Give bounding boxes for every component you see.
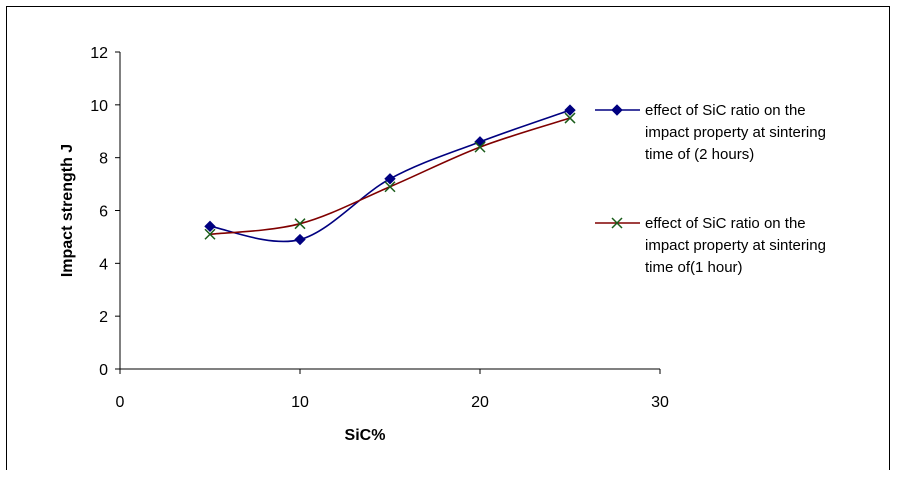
legend-item-1: effect of SiC ratio on the impact propert… (595, 102, 826, 163)
series-2-point (564, 112, 576, 124)
x-tick-label: 0 (116, 394, 125, 411)
series-2-point (474, 141, 486, 153)
legend-label-line: impact property at sintering (645, 124, 826, 141)
legend: effect of SiC ratio on the impact propert… (595, 102, 826, 276)
y-tick-label: 4 (99, 256, 108, 273)
series-2-point (384, 181, 396, 193)
x-tick-label: 20 (471, 394, 489, 411)
legend-label-line: time of (2 hours) (645, 146, 754, 163)
series-2-point (204, 228, 216, 240)
y-tick-label: 12 (90, 45, 108, 62)
legend-label-line: effect of SiC ratio on the (645, 215, 806, 232)
x-tick-label: 30 (651, 394, 669, 411)
series-2-point (294, 218, 306, 230)
legend-swatch-marker (611, 217, 623, 229)
x-tick-label: 10 (291, 394, 309, 411)
legend-label-line: time of(1 hour) (645, 259, 743, 276)
legend-item-2: effect of SiC ratio on the impact propert… (595, 215, 826, 276)
series-1-point (294, 233, 306, 246)
y-tick-label: 2 (99, 309, 108, 326)
y-tick-label: 8 (99, 151, 108, 168)
legend-label-line: impact property at sintering (645, 237, 826, 254)
y-tick-label: 0 (99, 362, 108, 379)
legend-swatch-marker (611, 104, 623, 116)
series-2 (204, 112, 576, 240)
legend-label-line: effect of SiC ratio on the (645, 102, 806, 119)
series-1-point (384, 173, 396, 185)
series-1 (204, 104, 576, 246)
axes: 0 2 4 6 8 10 12 0 10 20 30 (90, 45, 669, 411)
x-axis-title: SiC% (345, 427, 386, 444)
y-tick-label: 6 (99, 204, 108, 221)
chart-frame (6, 6, 890, 470)
series-1-point (564, 104, 576, 116)
series-layer (204, 104, 576, 246)
y-tick-label: 10 (90, 98, 108, 115)
series-1-point (204, 220, 216, 233)
y-axis-title: Impact strength J (59, 144, 76, 277)
